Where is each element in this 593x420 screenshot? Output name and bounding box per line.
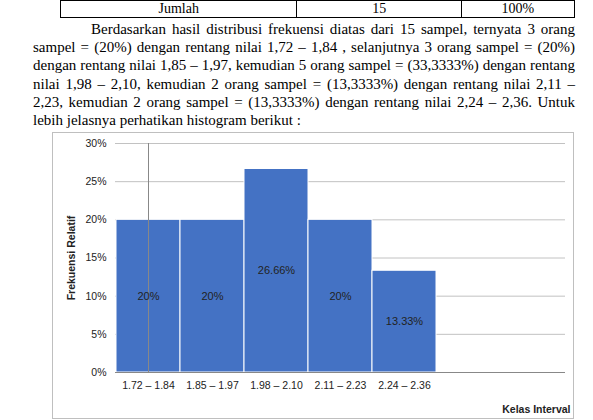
svg-text:20%: 20% xyxy=(137,290,159,302)
svg-text:25%: 25% xyxy=(85,175,106,187)
html-text:Berdasarkan hasil distribusi f: Berdasarkan hasil distribusi frekuensi d… xyxy=(33,21,575,128)
svg-text:Kelas Interval: Kelas Interval xyxy=(502,403,570,415)
svg-text:20%: 20% xyxy=(329,290,351,302)
svg-text:Frekuensi Relatif: Frekuensi Relatif xyxy=(65,215,77,300)
svg-text:5%: 5% xyxy=(91,328,106,340)
svg-text:10%: 10% xyxy=(85,290,106,302)
svg-text:1.85 – 1.97: 1.85 – 1.97 xyxy=(186,379,239,391)
html-text:15: 15 xyxy=(372,1,387,16)
svg-text:1.72 – 1.84: 1.72 – 1.84 xyxy=(122,379,175,391)
html-text:Jumlah: Jumlah xyxy=(158,1,199,16)
svg-text:13.33%: 13.33% xyxy=(386,315,424,327)
svg-text:20%: 20% xyxy=(85,213,106,225)
svg-text:26.66%: 26.66% xyxy=(258,264,296,276)
svg-text:20%: 20% xyxy=(201,290,223,302)
html-text:100%: 100% xyxy=(501,1,535,16)
svg-text:2.24 – 2.36: 2.24 – 2.36 xyxy=(378,379,431,391)
svg-text:15%: 15% xyxy=(85,252,106,264)
svg-text:30%: 30% xyxy=(85,137,106,149)
svg-text:1.98 – 2.10: 1.98 – 2.10 xyxy=(250,379,303,391)
svg-text:0%: 0% xyxy=(91,366,106,378)
svg-text:2.11 – 2.23: 2.11 – 2.23 xyxy=(315,379,367,391)
